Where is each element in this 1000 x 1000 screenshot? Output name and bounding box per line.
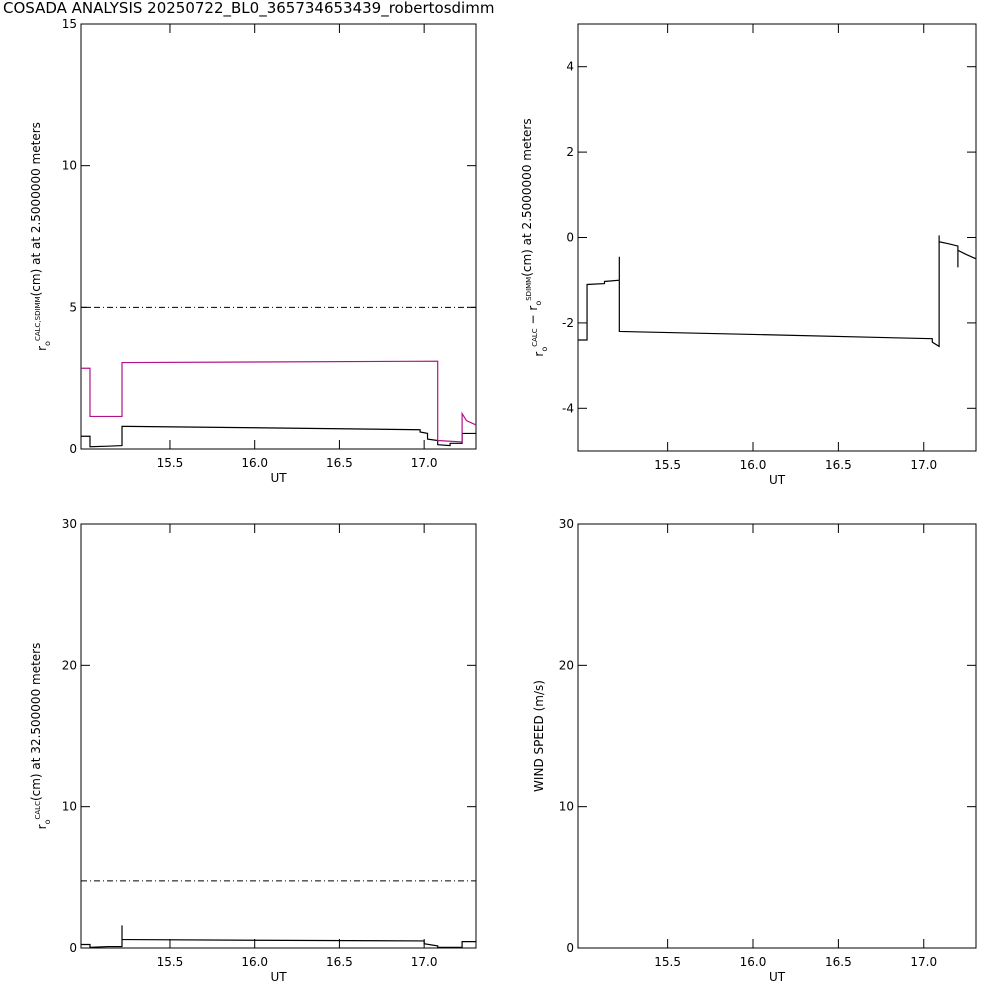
- x-tick-label: 15.5: [654, 955, 681, 969]
- series-line: [578, 235, 977, 348]
- y-axis-label: roCALC(cm) at 32.500000 meters: [29, 643, 52, 830]
- page-title: COSADA ANALYSIS 20250722_BL0_36573465343…: [3, 0, 494, 18]
- series-line: [81, 360, 477, 443]
- plot-frame: [80, 23, 477, 450]
- y-tick-label: 0: [69, 941, 77, 955]
- y-tick-label: 5: [69, 300, 77, 314]
- series-line: [81, 925, 476, 948]
- y-label-text: − r: [526, 306, 540, 329]
- y-label-sub: o: [540, 347, 549, 352]
- x-tick-label: 15.5: [157, 955, 184, 969]
- plot-frame: [577, 23, 977, 452]
- plot-frame: [577, 523, 977, 949]
- x-tick-label: 16.5: [825, 458, 852, 472]
- x-tick-label: 16.5: [825, 955, 852, 969]
- y-tick-label: -4: [562, 401, 574, 415]
- y-axis-label: roCALC,SDIMM(cm) at at 2.5000000 meters: [29, 122, 52, 351]
- y-label-sup: CALC: [531, 328, 539, 347]
- x-axis-label: UT: [270, 970, 287, 984]
- x-axis-label: UT: [270, 471, 287, 485]
- y-axis-label: roCALC − roSDIMM(cm) at 2.5000000 meters: [520, 118, 549, 356]
- x-axis-label: UT: [769, 970, 786, 984]
- x-tick-label: 17.0: [910, 955, 937, 969]
- y-label-text: (cm) at at 2.5000000 meters: [29, 122, 43, 296]
- x-tick-label: 17.0: [910, 458, 937, 472]
- x-axis-label: UT: [769, 473, 786, 487]
- x-tick-label: 15.5: [654, 458, 681, 472]
- series-line: [81, 425, 476, 448]
- x-tick-label: 16.0: [241, 456, 268, 470]
- y-tick-label: 10: [62, 159, 77, 173]
- x-tick-label: 17.0: [411, 955, 438, 969]
- y-label-sub: o: [43, 819, 52, 824]
- x-tick-label: 15.5: [157, 456, 184, 470]
- y-tick-label: 20: [559, 658, 574, 672]
- x-tick-label: 16.5: [326, 456, 353, 470]
- y-tick-label: 0: [566, 941, 574, 955]
- y-label-sub: o: [534, 301, 543, 306]
- y-label-text: r: [35, 824, 49, 829]
- y-label-sup: SDIMM: [525, 277, 533, 301]
- y-tick-label: 2: [566, 145, 574, 159]
- panel: 15.5 16.0 16.5 17.0 0 10 20 30 UT roCALC(cm) at 3…: [29, 517, 477, 984]
- x-tick-label: 17.0: [411, 456, 438, 470]
- y-label-text: (cm) at 32.500000 meters: [29, 643, 43, 801]
- y-axis-label: WIND SPEED (m/s): [532, 680, 546, 792]
- y-tick-label: 15: [62, 17, 77, 31]
- x-tick-label: 16.0: [740, 955, 767, 969]
- y-tick-label: 0: [69, 442, 77, 456]
- y-tick-label: 20: [62, 658, 77, 672]
- y-label-text: r: [532, 352, 546, 357]
- y-label-sub: o: [43, 341, 52, 346]
- y-tick-label: 30: [62, 517, 77, 531]
- panel: 15.5 16.0 16.5 17.0 0 10 20 30 UT WIND SPEED (m/s…: [532, 517, 977, 984]
- x-tick-label: 16.5: [326, 955, 353, 969]
- x-tick-label: 16.0: [740, 458, 767, 472]
- y-label-sup: CALC,SDIMM: [34, 296, 42, 341]
- x-tick-label: 16.0: [241, 955, 268, 969]
- y-tick-label: 10: [559, 800, 574, 814]
- y-tick-label: 30: [559, 517, 574, 531]
- y-tick-label: -2: [562, 316, 574, 330]
- y-tick-label: 10: [62, 800, 77, 814]
- y-label-text: r: [35, 346, 49, 351]
- y-tick-label: 4: [566, 60, 574, 74]
- y-label-text: WIND SPEED (m/s): [532, 680, 546, 792]
- y-tick-label: 0: [566, 231, 574, 245]
- y-label-sup: CALC: [34, 801, 42, 820]
- y-label-text: (cm) at 2.5000000 meters: [520, 118, 534, 276]
- plot-frame: [80, 523, 477, 949]
- panel: 15.5 16.0 16.5 17.0 0 5 10 15 UT roCALC,SDIMM(cm)…: [29, 17, 477, 485]
